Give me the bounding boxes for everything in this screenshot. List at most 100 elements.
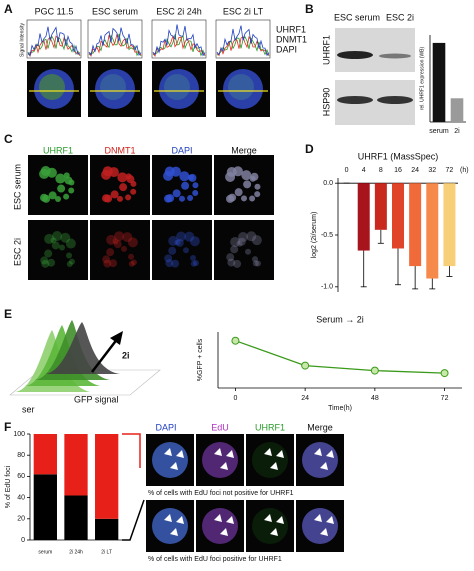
- trace: [27, 26, 81, 57]
- x-tick-label: 24: [301, 395, 309, 402]
- arrowhead: [314, 514, 322, 522]
- column-header: DAPI: [171, 145, 192, 155]
- cell: [109, 259, 118, 268]
- micrograph: [214, 220, 274, 280]
- cell: [243, 180, 252, 189]
- x-tick-label: 8: [379, 167, 383, 174]
- cell: [226, 194, 235, 203]
- column-header: DAPI: [155, 422, 176, 432]
- cell: [50, 237, 57, 244]
- connector: [122, 499, 145, 541]
- x-tick-label: 32: [428, 167, 436, 174]
- cell: [252, 260, 259, 267]
- column-header: ESC 2i LT: [223, 6, 264, 16]
- cell: [119, 183, 128, 192]
- line: [235, 340, 445, 374]
- legend-entry: DNMT1: [276, 34, 307, 44]
- y-tick-label: 40: [17, 494, 25, 501]
- blot: [335, 28, 415, 72]
- cell: [238, 231, 249, 242]
- chart-title: UHRF1 (MassSpec): [358, 151, 439, 161]
- panel-label: F: [4, 420, 11, 434]
- nucleus: [152, 442, 188, 478]
- cell: [68, 187, 75, 194]
- x-unit: (h): [460, 167, 469, 174]
- cell: [254, 183, 261, 190]
- cell: [233, 259, 242, 268]
- trace: [88, 33, 142, 58]
- panel-label: B: [305, 2, 314, 16]
- x-tick-label: 0: [345, 167, 349, 174]
- series-annotation: % of cells with EdU foci not positive fo…: [148, 490, 294, 497]
- cell: [106, 248, 115, 257]
- trace: [152, 35, 206, 58]
- bar: [409, 183, 422, 267]
- trace: [216, 25, 270, 57]
- cell: [254, 191, 261, 198]
- cell: [44, 233, 55, 244]
- cell: [65, 238, 76, 249]
- legend-entry: DAPI: [276, 44, 297, 54]
- series-annotation: % of cells with EdU foci positive for UH…: [148, 556, 282, 563]
- arrowhead: [176, 450, 184, 458]
- lane-label: ESC 2i: [386, 12, 414, 22]
- cell: [102, 194, 111, 203]
- y-axis-label: % of EdU foci: [5, 465, 12, 508]
- cell: [249, 175, 256, 182]
- point: [440, 369, 449, 378]
- micrographs: [28, 155, 274, 280]
- cell: [226, 253, 235, 262]
- x-tick-label: 2i LT: [101, 549, 112, 555]
- cell: [102, 255, 111, 264]
- cell: [175, 238, 184, 247]
- arrowhead: [220, 462, 228, 470]
- arrowhead: [270, 528, 278, 536]
- micrograph: [28, 155, 88, 215]
- nucleus: [302, 508, 338, 544]
- cell: [183, 247, 190, 254]
- cell: [55, 173, 66, 184]
- cell: [234, 188, 243, 197]
- cell: [192, 189, 199, 196]
- arrowhead: [220, 528, 228, 536]
- cell: [114, 231, 125, 242]
- trace: [152, 24, 206, 57]
- x-tick-label: 24: [411, 167, 419, 174]
- y-axis-label: %GFP + cells: [197, 338, 204, 381]
- cell: [246, 231, 257, 242]
- signal: [164, 74, 190, 100]
- x-tick-label: 72: [446, 167, 454, 174]
- point: [231, 336, 240, 345]
- cell: [130, 180, 137, 187]
- nucleus: [302, 442, 338, 478]
- cell: [117, 195, 123, 202]
- y-axis-label: rel. UHRF1 expression (WB): [419, 47, 425, 111]
- cell: [52, 231, 63, 242]
- cell: [190, 254, 197, 261]
- cell: [130, 259, 137, 266]
- x-tick-label: 2i: [454, 128, 460, 135]
- x-tick-label: 16: [394, 167, 402, 174]
- micrograph: [90, 220, 150, 280]
- bar-segment: [95, 434, 119, 519]
- bar: [432, 42, 446, 123]
- arrowhead: [164, 448, 172, 456]
- lane-label: ESC serum: [334, 12, 380, 22]
- plane: [9, 369, 161, 396]
- cell: [59, 244, 66, 251]
- cell: [187, 194, 194, 201]
- blot-label: UHRF1: [321, 35, 331, 65]
- cell: [174, 239, 181, 246]
- panel-label: C: [4, 132, 13, 146]
- cell: [57, 184, 66, 193]
- axis-label: GFP signal: [74, 394, 118, 404]
- bar-segment: [33, 474, 57, 540]
- cell: [41, 259, 50, 268]
- signal: [39, 74, 65, 100]
- x-tick-label: serum: [38, 549, 52, 555]
- cell: [63, 193, 70, 200]
- cell: [172, 189, 181, 198]
- x-tick-label: 0: [233, 395, 237, 402]
- y-tick-label: 0: [21, 537, 25, 544]
